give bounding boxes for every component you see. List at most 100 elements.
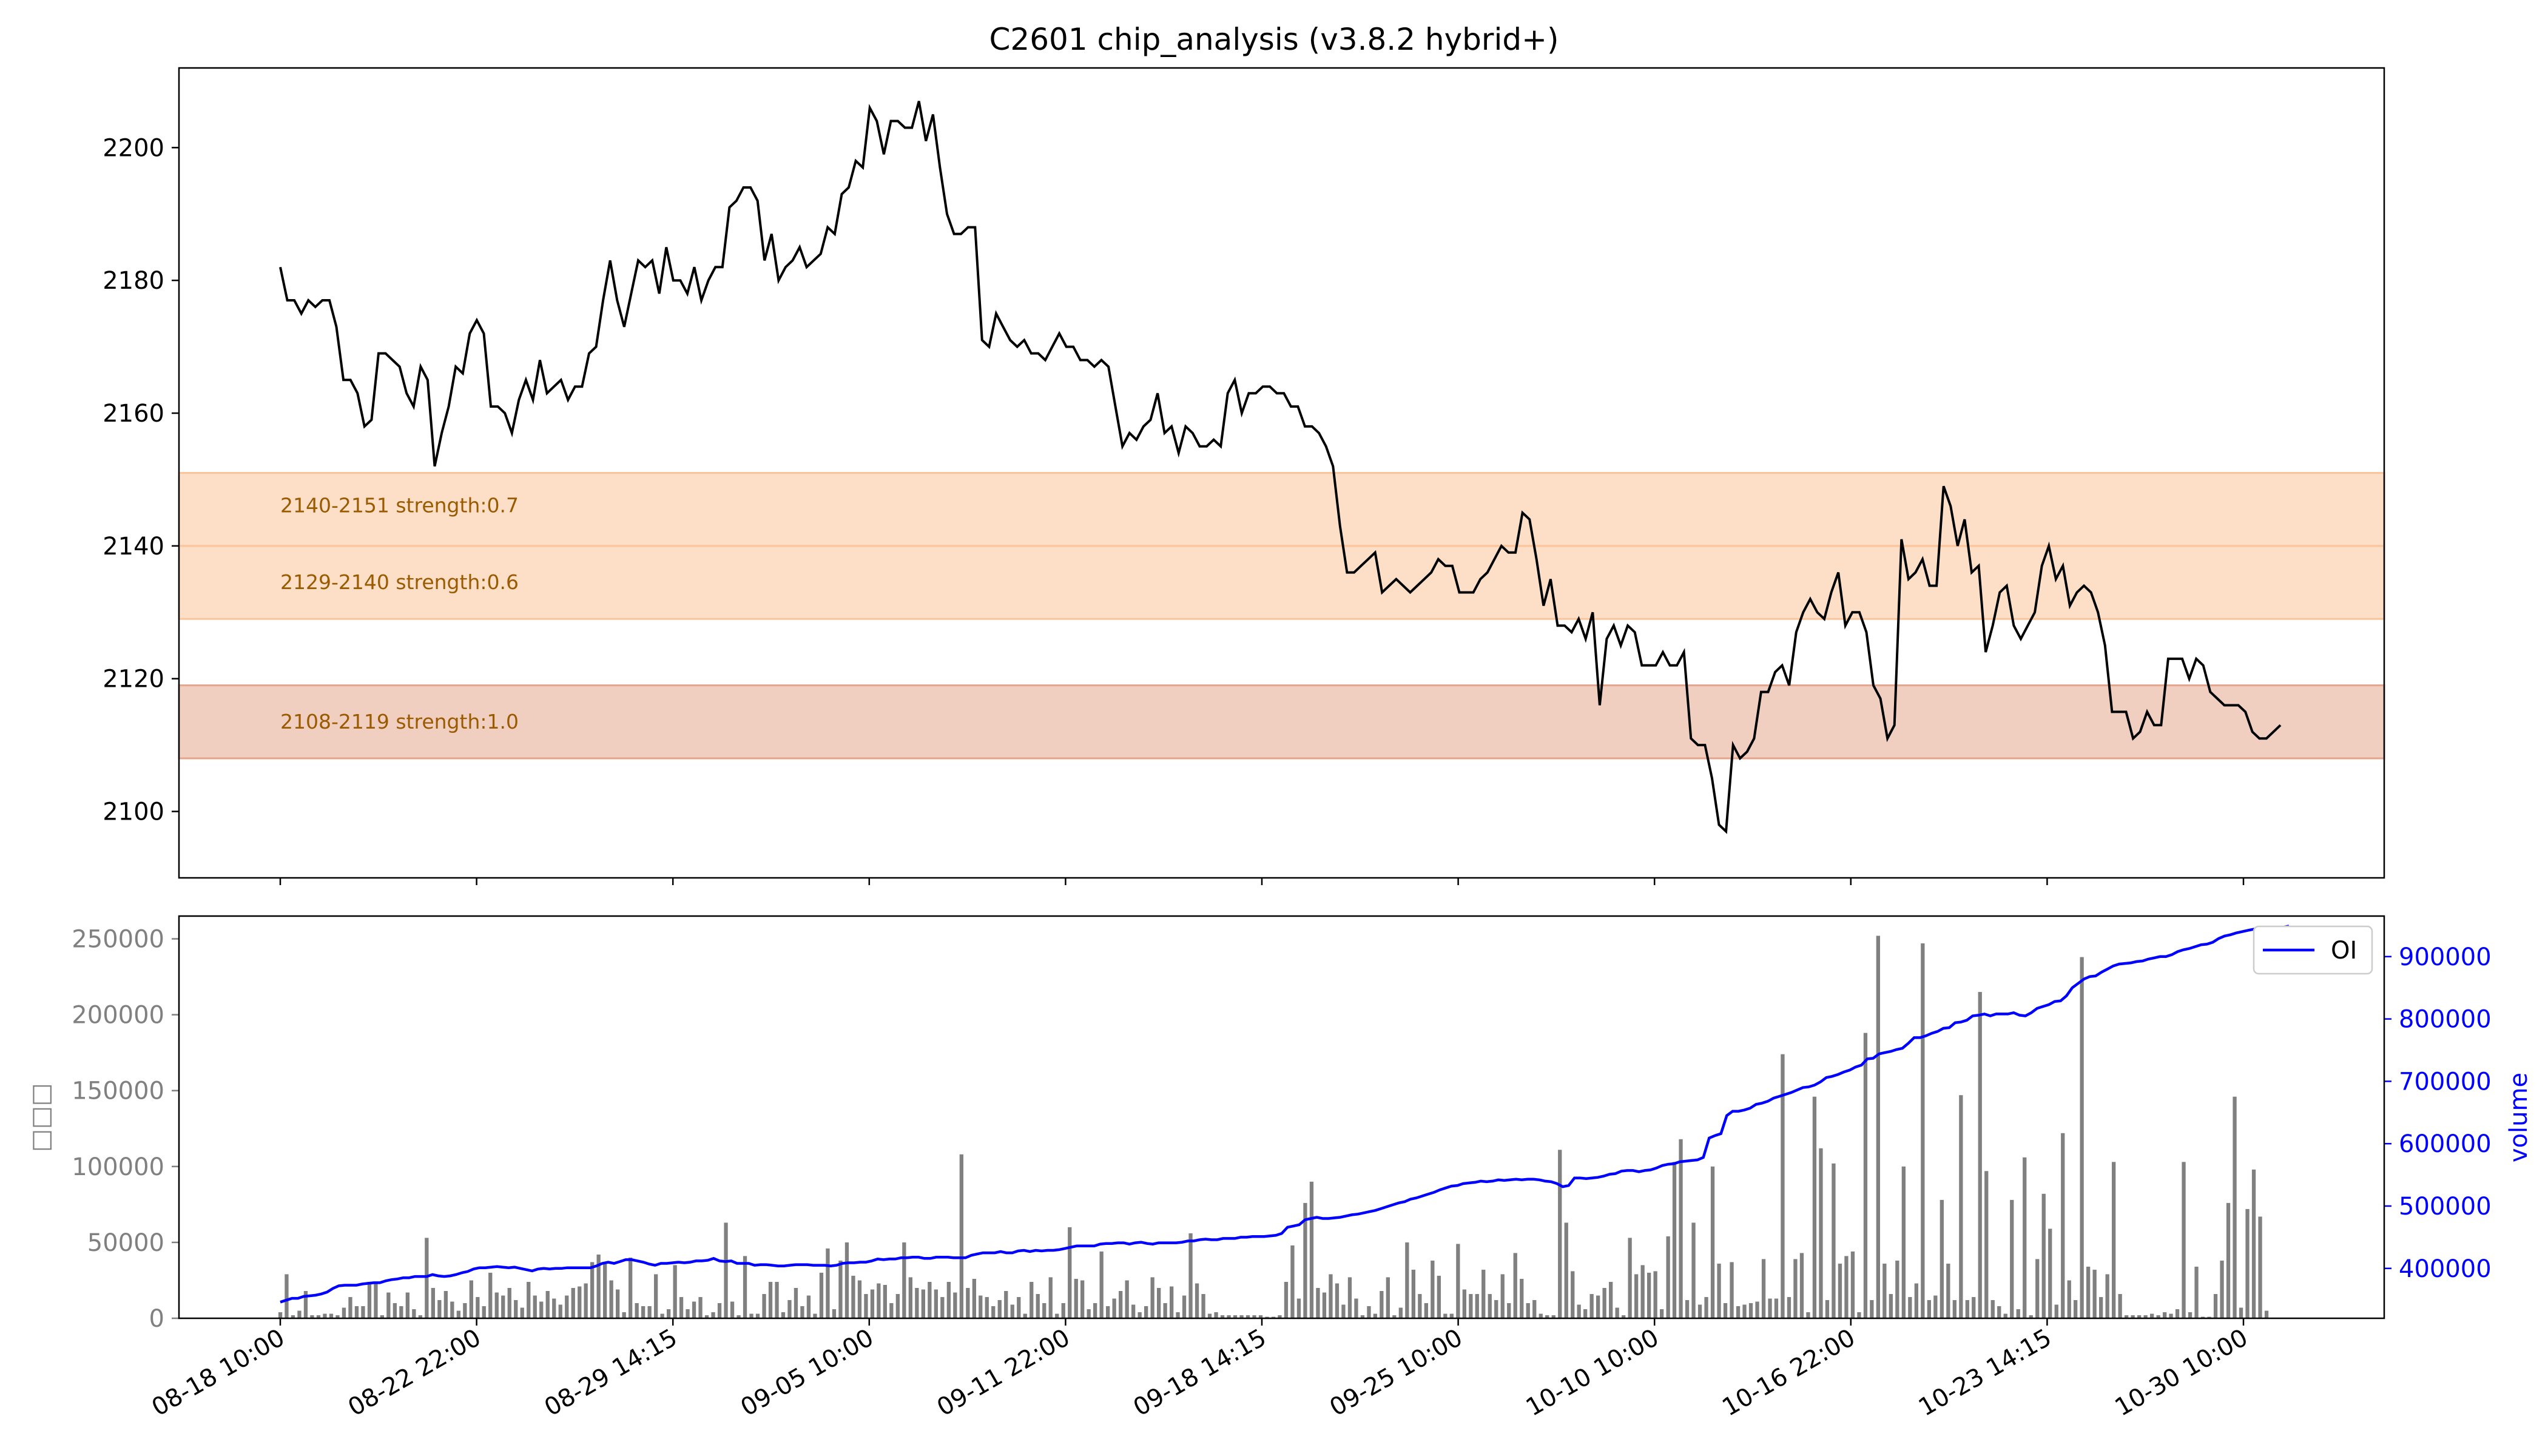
volume-bar xyxy=(953,1292,957,1318)
volume-bar xyxy=(895,1294,900,1318)
volume-bar xyxy=(787,1300,792,1318)
volume-bar xyxy=(616,1289,620,1318)
volume-bar xyxy=(1927,1300,1931,1318)
volume-bar xyxy=(857,1280,862,1318)
volume-bar xyxy=(1914,1283,1918,1318)
volume-bar xyxy=(2226,1202,2231,1318)
volume-bar xyxy=(1889,1294,1893,1318)
volume-bar xyxy=(940,1297,945,1318)
volume-bar xyxy=(380,1315,384,1318)
volume-bar xyxy=(1507,1303,1511,1318)
volume-bar xyxy=(1857,1312,1861,1318)
volume-bar xyxy=(1723,1303,1728,1318)
volume-bar xyxy=(1309,1181,1314,1318)
volume-bar xyxy=(1322,1292,1327,1318)
volume-bar xyxy=(1799,1253,1804,1318)
volume-bar xyxy=(2035,1259,2040,1318)
volume-bar xyxy=(2220,1260,2224,1318)
volume-bar xyxy=(1220,1315,1225,1318)
volume-bar xyxy=(686,1309,690,1318)
volume-bar xyxy=(1844,1256,1849,1318)
volume-bar xyxy=(667,1309,671,1318)
volume-bar xyxy=(1774,1298,1779,1318)
volume-bar xyxy=(348,1297,352,1318)
volume-bar xyxy=(1990,1300,1995,1318)
volume-right-y-label: volume xyxy=(2505,1073,2533,1162)
volume-bar xyxy=(2099,1297,2103,1318)
volume-bar xyxy=(297,1310,302,1318)
volume-bar xyxy=(469,1280,473,1318)
volume-bar xyxy=(1347,1277,1352,1318)
volume-bar xyxy=(2143,1315,2148,1318)
volume-bar xyxy=(1227,1315,1231,1318)
volume-bar xyxy=(2118,1294,2122,1318)
volume-bar xyxy=(1055,1313,1059,1318)
volume-bar xyxy=(2054,1304,2058,1318)
volume-bar xyxy=(1138,1312,1142,1318)
volume-bar xyxy=(724,1222,728,1318)
volume-bar xyxy=(1748,1303,1753,1318)
volume-bar xyxy=(844,1242,849,1318)
volume-bar xyxy=(762,1294,766,1318)
volume-y-tick-label: 100000 xyxy=(72,1153,164,1181)
volume-bar xyxy=(1952,1300,1956,1318)
volume-bar xyxy=(412,1309,416,1318)
volume-bar xyxy=(832,1309,837,1318)
volume-bar xyxy=(539,1301,544,1318)
volume-bar xyxy=(2105,1274,2109,1318)
volume-bar xyxy=(819,1272,824,1318)
volume-bar xyxy=(1233,1315,1238,1318)
volume-bar xyxy=(1787,1297,1791,1318)
volume-bar xyxy=(1545,1315,1549,1318)
volume-bar xyxy=(2245,1208,2250,1318)
volume-bar xyxy=(1959,1095,1963,1318)
volume-bar xyxy=(501,1295,505,1318)
oi-y-tick-label: 500000 xyxy=(2399,1193,2492,1221)
volume-bar xyxy=(2041,1193,2046,1318)
volume-bar xyxy=(622,1312,626,1318)
volume-bar xyxy=(902,1242,906,1318)
volume-bar xyxy=(1564,1222,1568,1318)
volume-bar xyxy=(1781,1054,1785,1318)
volume-right-y-ticks: 400000 500000 600000 700000 800000 900000 xyxy=(2384,943,2492,1283)
volume-bar xyxy=(711,1312,715,1318)
volume-bar xyxy=(590,1262,595,1318)
volume-bar xyxy=(794,1288,798,1318)
volume-bar xyxy=(1245,1315,1250,1318)
volume-bar xyxy=(1921,943,1925,1318)
volume-bar xyxy=(1157,1288,1161,1318)
volume-bar xyxy=(959,1154,963,1318)
volume-bar xyxy=(374,1282,378,1318)
volume-bar xyxy=(1017,1297,1021,1318)
volume-bar xyxy=(1150,1277,1154,1318)
volume-bar xyxy=(736,1315,741,1318)
volume-bar xyxy=(1825,1300,1830,1318)
volume-bar xyxy=(1405,1242,1409,1318)
volume-bar xyxy=(673,1265,677,1318)
volume-bar xyxy=(507,1288,511,1318)
volume-bar xyxy=(291,1315,295,1318)
volume-bar xyxy=(1437,1275,1441,1318)
volume-bar xyxy=(692,1301,696,1318)
volume-bar xyxy=(527,1282,531,1318)
volume-bar xyxy=(1119,1291,1123,1318)
volume-bar xyxy=(552,1298,556,1318)
volume-bar xyxy=(1539,1313,1543,1318)
volume-bar xyxy=(1449,1313,1454,1318)
volume-bar xyxy=(1832,1163,1836,1318)
oi-y-tick-label: 600000 xyxy=(2399,1130,2492,1158)
volume-bar xyxy=(514,1300,518,1318)
volume-bar xyxy=(2023,1157,2027,1318)
oi-y-tick-label: 700000 xyxy=(2399,1068,2492,1096)
volume-bar xyxy=(908,1277,912,1318)
volume-bar xyxy=(806,1295,811,1318)
volume-bar xyxy=(1431,1260,1435,1318)
volume-bar xyxy=(2213,1294,2218,1318)
volume-bar xyxy=(1908,1297,1912,1318)
volume-bar xyxy=(1341,1304,1346,1318)
price-y-tick-label: 2120 xyxy=(103,666,164,693)
volume-bar xyxy=(2258,1216,2262,1318)
volume-bar xyxy=(1488,1294,1492,1318)
volume-bar xyxy=(488,1272,493,1318)
volume-bar xyxy=(1494,1300,1498,1318)
